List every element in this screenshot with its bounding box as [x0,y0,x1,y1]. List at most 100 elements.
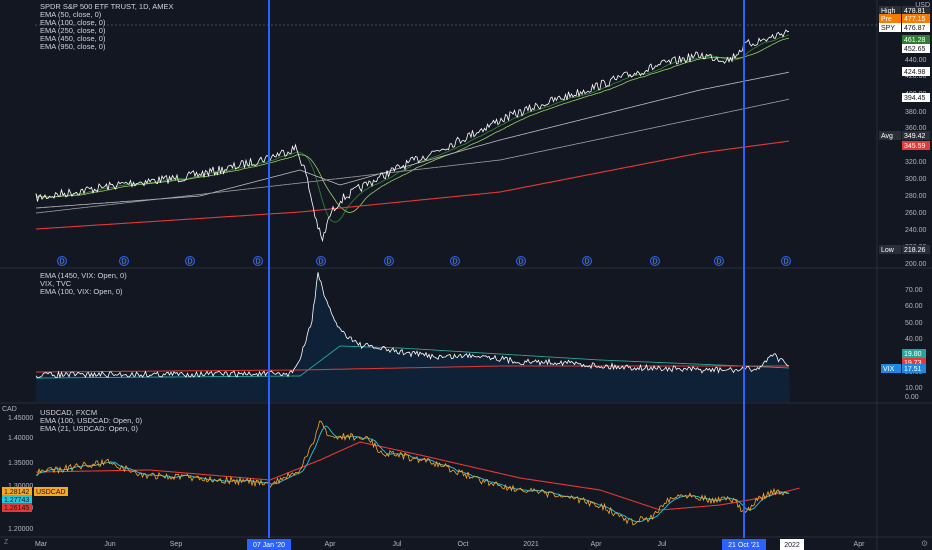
spy-axis-tick: 300.00 [905,176,927,183]
dividend-marker [450,256,460,266]
dividend-marker [316,256,326,266]
dividend-marker-label: D [255,259,260,266]
price-badge-value: 477.15 [904,16,926,23]
vix-badge-label: VIX [883,366,895,373]
vix-badge-bg [902,349,926,358]
vix-axis-tick: 40.00 [905,336,923,343]
usdcad-price-line [35,420,790,526]
spy-ema950-line [35,140,790,230]
dividend-marker-label: D [652,259,657,266]
price-badge-value: 349.42 [904,133,926,140]
dividend-marker [384,256,394,266]
price-badge-label-bg [879,131,901,140]
spy-axis-tick: 380.00 [905,109,927,116]
usdcad-badge-value: 1.27743 [4,497,29,504]
time-axis-label: Apr [591,541,603,548]
usdcad-axis-tick: 1.30000 [8,483,33,490]
price-badge-bg [902,131,930,140]
spy-axis-tick: 200.00 [905,261,927,268]
usdcad-legend: USDCAD, FXCM EMA (100, USDCAD: Open, 0) … [40,409,142,433]
usdcad-axis-tick: 1.20000 [8,526,33,533]
vix-axis-tick: 70.00 [905,287,923,294]
vix-badge-bg [902,358,926,367]
vix-area-fill [36,272,790,402]
time-cursor-bg [780,539,804,550]
time-highlight-bg [722,539,766,550]
usdcad-badge-label: USDCAD [36,489,66,496]
usdcad-badge-bg [2,503,32,512]
dividend-marker-label: D [518,259,523,266]
dividend-marker [57,256,67,266]
dividend-marker-label: D [716,259,721,266]
time-axis-label: Mar [35,541,48,548]
dividend-marker-label: D [59,259,64,266]
time-axis-label: Jul [658,541,667,548]
vix-badge-label-bg [881,364,901,373]
spy-axis-tick: 360.00 [905,125,927,132]
price-badge-bg [902,67,930,76]
price-badge-label: High [881,8,896,15]
vix-axis-tick: 0.00 [905,394,919,401]
price-badge-label-bg [879,23,901,32]
price-badge-value: 476.87 [904,25,926,32]
spy-axis-tick: 420.00 [905,73,927,80]
vix-legend-ema1450: EMA (1450, VIX: Open, 0) [40,271,127,280]
usdcad-badge-bg [2,495,32,504]
price-badge-bg [902,44,930,53]
dividend-marker [185,256,195,266]
price-badge-value: 478.81 [904,8,926,15]
time-axis-label: Jul [393,541,402,548]
price-badge-value: 345.59 [904,143,926,150]
usdcad-badge-value: 1.26145 [4,505,29,512]
spy-axis-tick: 260.00 [905,210,927,217]
price-badge-bg [902,6,930,15]
vix-legend: EMA (1450, VIX: Open, 0) VIX, TVC EMA (1… [40,272,127,296]
time-highlight-label: 21 Oct '21 [728,542,760,549]
price-badge-label: Pre [881,16,892,23]
spy-legend-ema50: EMA (50, close, 0) [40,10,102,19]
usdcad-legend-ema21: EMA (21, USDCAD: Open, 0) [40,424,138,433]
dividend-marker [714,256,724,266]
price-badge-label-bg [879,6,901,15]
price-badge-bg [902,93,930,102]
dividend-marker-label: D [386,259,391,266]
spy-axis-tick: 440.00 [905,57,927,64]
vix-badge-value: 19.80 [904,351,922,358]
time-axis-label: 2021 [523,541,539,548]
price-badge-value: 218.26 [904,247,926,254]
usdcad-badge-value: 1.28142 [4,489,29,496]
settings-gear-icon[interactable]: ⚙ [920,539,928,548]
price-badge-bg [902,141,930,150]
price-badge-bg [902,23,930,32]
time-cursor-label: 2022 [784,542,800,549]
time-highlight-label: 07 Jan '20 [253,542,285,549]
spy-axis-tick: 320.00 [905,159,927,166]
time-axis-label: Jun [104,541,115,548]
spy-legend: SPDR S&P 500 ETF TRUST, 1D, AMEX EMA (50… [40,3,174,51]
dividend-marker [781,256,791,266]
dividend-marker-label: D [187,259,192,266]
time-axis-label: Apr [854,541,866,548]
usdcad-axis-tick: 1.35000 [8,460,33,467]
dividend-marker-label: D [452,259,457,266]
vix-ema1450-line [36,365,789,373]
currency-unit: USD [915,2,930,9]
dividend-marker [516,256,526,266]
usdcad-legend-title: USDCAD, FXCM [40,408,98,417]
dividend-marker [650,256,660,266]
vix-price-line [35,272,790,379]
dividend-marker-label: D [121,259,126,266]
price-badge-label-bg [879,14,901,23]
price-badge-value: 452.65 [904,46,926,53]
timezone-icon[interactable]: Z [4,539,9,546]
time-axis-label: Apr [325,541,337,548]
price-badge-label: Low [881,247,895,254]
usdcad-axis-tick: 1.40000 [8,435,33,442]
dividend-marker [582,256,592,266]
time-axis-label: Sep [170,541,183,548]
spy-legend-ema450: EMA (450, close, 0) [40,34,106,43]
vix-legend-title: VIX, TVC [40,279,72,288]
price-badge-bg [902,14,930,23]
spy-legend-ema950: EMA (950, close, 0) [40,42,106,51]
